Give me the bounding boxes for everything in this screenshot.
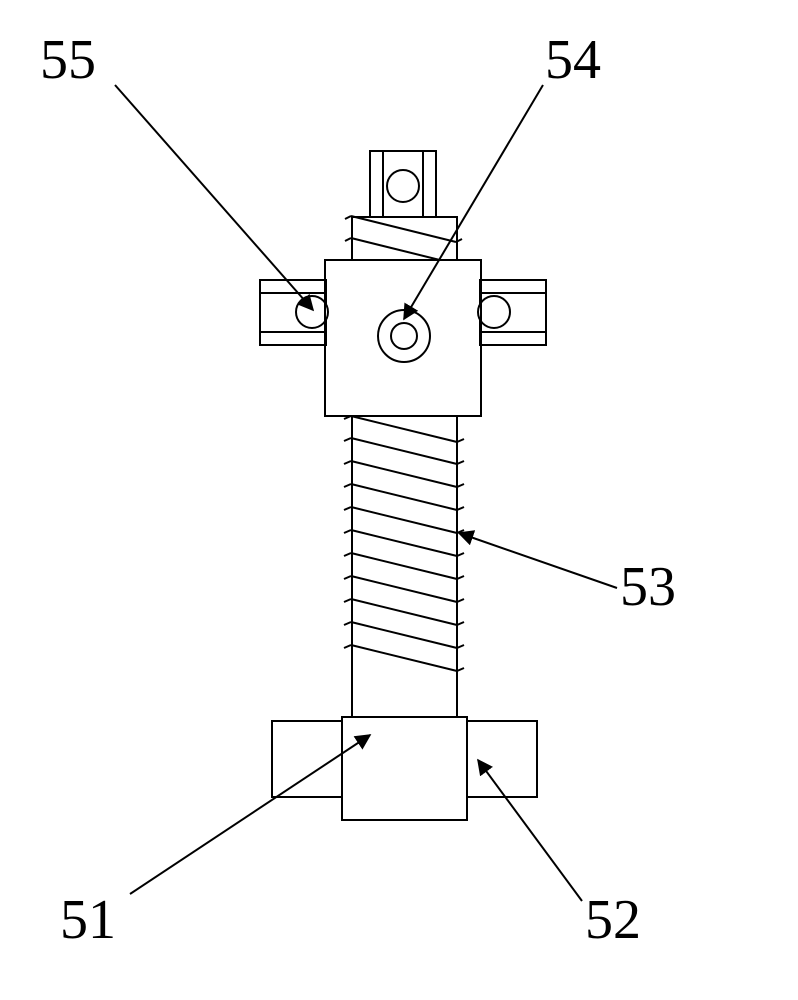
leader-55 — [115, 85, 313, 310]
label-54: 54 — [545, 28, 601, 92]
engineering-diagram — [0, 0, 798, 1000]
left-tab-hole — [296, 296, 328, 328]
base-center — [342, 717, 467, 820]
label-53: 53 — [620, 555, 676, 619]
top-tab-hole — [387, 170, 419, 202]
leader-53 — [459, 533, 617, 588]
right-tab-hole — [478, 296, 510, 328]
base-left — [272, 721, 342, 797]
base-right — [467, 721, 537, 797]
label-51: 51 — [60, 888, 116, 952]
label-52: 52 — [585, 888, 641, 952]
label-55: 55 — [40, 28, 96, 92]
leader-51 — [130, 735, 370, 894]
central-hole-inner — [391, 323, 417, 349]
